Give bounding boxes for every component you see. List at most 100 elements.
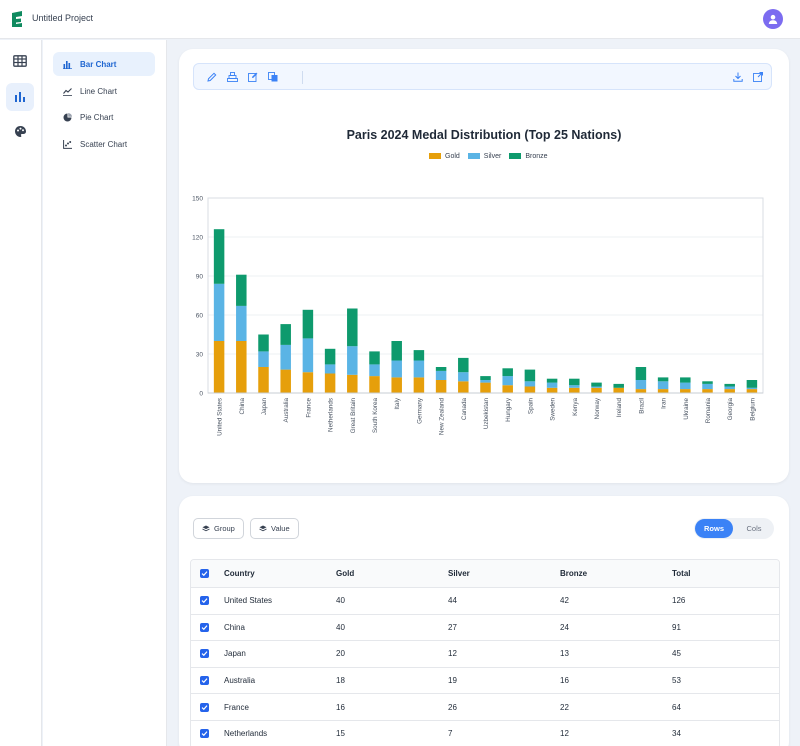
- bar-segment-gold[interactable]: [413, 377, 425, 393]
- bar-segment-gold[interactable]: [635, 389, 647, 393]
- bar-segment-bronze[interactable]: [746, 380, 758, 388]
- bar-segment-bronze[interactable]: [280, 324, 291, 345]
- rail-table-button[interactable]: [6, 47, 34, 75]
- bar-segment-bronze[interactable]: [657, 377, 669, 382]
- bar-segment-bronze[interactable]: [702, 381, 713, 384]
- bar-segment-gold[interactable]: [680, 389, 691, 393]
- cell-gold[interactable]: 40: [336, 622, 345, 632]
- cell-total[interactable]: 64: [672, 702, 681, 712]
- cell-country[interactable]: France: [224, 702, 249, 712]
- bar-segment-silver[interactable]: [413, 360, 425, 378]
- project-title[interactable]: Untitled Project: [32, 13, 94, 23]
- cell-total[interactable]: 53: [672, 676, 681, 686]
- bar-segment-silver[interactable]: [213, 283, 225, 341]
- bar-segment-gold[interactable]: [435, 380, 447, 393]
- bar-segment-bronze[interactable]: [680, 377, 691, 383]
- bar-segment-gold[interactable]: [746, 389, 758, 393]
- cell-bronze[interactable]: 24: [560, 622, 569, 632]
- rows-toggle-button[interactable]: Rows: [695, 519, 733, 538]
- bar-segment-gold[interactable]: [391, 377, 402, 393]
- table-row[interactable]: Japan 20 12 13 45: [191, 641, 779, 668]
- cell-bronze[interactable]: 12: [560, 729, 569, 739]
- cell-silver[interactable]: 27: [448, 622, 457, 632]
- row-checkbox[interactable]: [200, 596, 209, 606]
- bar-segment-bronze[interactable]: [369, 351, 380, 365]
- cell-total[interactable]: 34: [672, 729, 681, 739]
- column-header-bronze[interactable]: Bronze: [560, 569, 588, 578]
- nav-item-line-chart[interactable]: Line Chart: [53, 79, 155, 103]
- user-avatar[interactable]: [763, 9, 783, 29]
- bar-segment-silver[interactable]: [324, 364, 336, 374]
- bar-segment-bronze[interactable]: [502, 368, 513, 377]
- value-button[interactable]: Value: [250, 518, 299, 539]
- cell-gold[interactable]: 16: [336, 702, 345, 712]
- cell-bronze[interactable]: 16: [560, 676, 569, 686]
- bar-segment-silver[interactable]: [258, 351, 269, 367]
- bar-segment-gold[interactable]: [302, 372, 314, 393]
- column-header-country[interactable]: Country: [224, 569, 255, 578]
- cell-gold[interactable]: 18: [336, 676, 345, 686]
- cell-silver[interactable]: 44: [448, 596, 457, 606]
- cell-total[interactable]: 126: [672, 596, 686, 606]
- table-row[interactable]: United States 40 44 42 126: [191, 588, 779, 615]
- bar-segment-gold[interactable]: [369, 376, 380, 393]
- cell-total[interactable]: 91: [672, 622, 681, 632]
- row-checkbox[interactable]: [200, 622, 209, 632]
- bar-segment-gold[interactable]: [236, 341, 247, 393]
- bar-segment-silver[interactable]: [657, 381, 669, 390]
- bar-segment-gold[interactable]: [502, 385, 513, 393]
- bar-segment-silver[interactable]: [435, 370, 447, 380]
- bar-segment-silver[interactable]: [236, 305, 247, 341]
- bar-segment-gold[interactable]: [324, 373, 336, 394]
- download-icon[interactable]: [732, 71, 744, 83]
- bar-segment-gold[interactable]: [213, 341, 225, 393]
- table-row[interactable]: Australia 18 19 16 53: [191, 667, 779, 695]
- bar-segment-silver[interactable]: [702, 383, 713, 390]
- row-checkbox[interactable]: [200, 676, 209, 686]
- bar-segment-silver[interactable]: [347, 346, 358, 375]
- column-header-total[interactable]: Total: [672, 569, 691, 578]
- cell-bronze[interactable]: 13: [560, 649, 569, 659]
- cols-toggle-button[interactable]: Cols: [746, 524, 762, 533]
- bar-segment-silver[interactable]: [458, 372, 469, 382]
- bar-segment-gold[interactable]: [569, 387, 580, 393]
- bar-segment-gold[interactable]: [258, 367, 269, 393]
- cell-silver[interactable]: 7: [448, 729, 453, 739]
- bar-segment-silver[interactable]: [369, 364, 380, 377]
- row-checkbox[interactable]: [200, 702, 209, 712]
- bar-segment-gold[interactable]: [613, 387, 624, 393]
- bar-segment-silver[interactable]: [502, 376, 513, 386]
- nav-item-pie-chart[interactable]: Pie Chart: [53, 105, 155, 129]
- legend-item-bronze[interactable]: Bronze: [509, 153, 548, 160]
- cell-silver[interactable]: 12: [448, 649, 457, 659]
- cell-gold[interactable]: 40: [336, 596, 345, 606]
- bar-segment-silver[interactable]: [524, 381, 536, 387]
- bar-segment-bronze[interactable]: [391, 341, 402, 361]
- bar-segment-bronze[interactable]: [435, 367, 447, 371]
- bar-segment-bronze[interactable]: [213, 229, 225, 284]
- open-external-icon[interactable]: [752, 71, 764, 83]
- bar-segment-silver[interactable]: [680, 382, 691, 390]
- cell-bronze[interactable]: 42: [560, 596, 569, 606]
- pencil-icon[interactable]: [206, 71, 218, 83]
- edit-icon[interactable]: [247, 71, 259, 83]
- cell-gold[interactable]: 15: [336, 729, 345, 739]
- table-row[interactable]: France 16 26 22 64: [191, 694, 779, 721]
- bar-segment-gold[interactable]: [657, 389, 669, 393]
- bar-segment-bronze[interactable]: [724, 383, 735, 387]
- cell-bronze[interactable]: 22: [560, 702, 569, 712]
- row-checkbox[interactable]: [200, 729, 209, 739]
- stack-icon[interactable]: [226, 71, 238, 83]
- cell-country[interactable]: Australia: [224, 676, 256, 686]
- bar-segment-gold[interactable]: [724, 389, 735, 393]
- bar-segment-bronze[interactable]: [524, 369, 536, 382]
- bar-segment-bronze[interactable]: [236, 274, 247, 306]
- bar-segment-silver[interactable]: [746, 387, 758, 390]
- bar-segment-bronze[interactable]: [635, 367, 647, 380]
- nav-item-scatter-chart[interactable]: Scatter Chart: [53, 132, 155, 156]
- copy-icon[interactable]: [267, 71, 279, 83]
- bar-segment-bronze[interactable]: [480, 376, 491, 380]
- cell-gold[interactable]: 20: [336, 649, 345, 659]
- bar-segment-gold[interactable]: [480, 382, 491, 393]
- bar-segment-bronze[interactable]: [613, 383, 624, 388]
